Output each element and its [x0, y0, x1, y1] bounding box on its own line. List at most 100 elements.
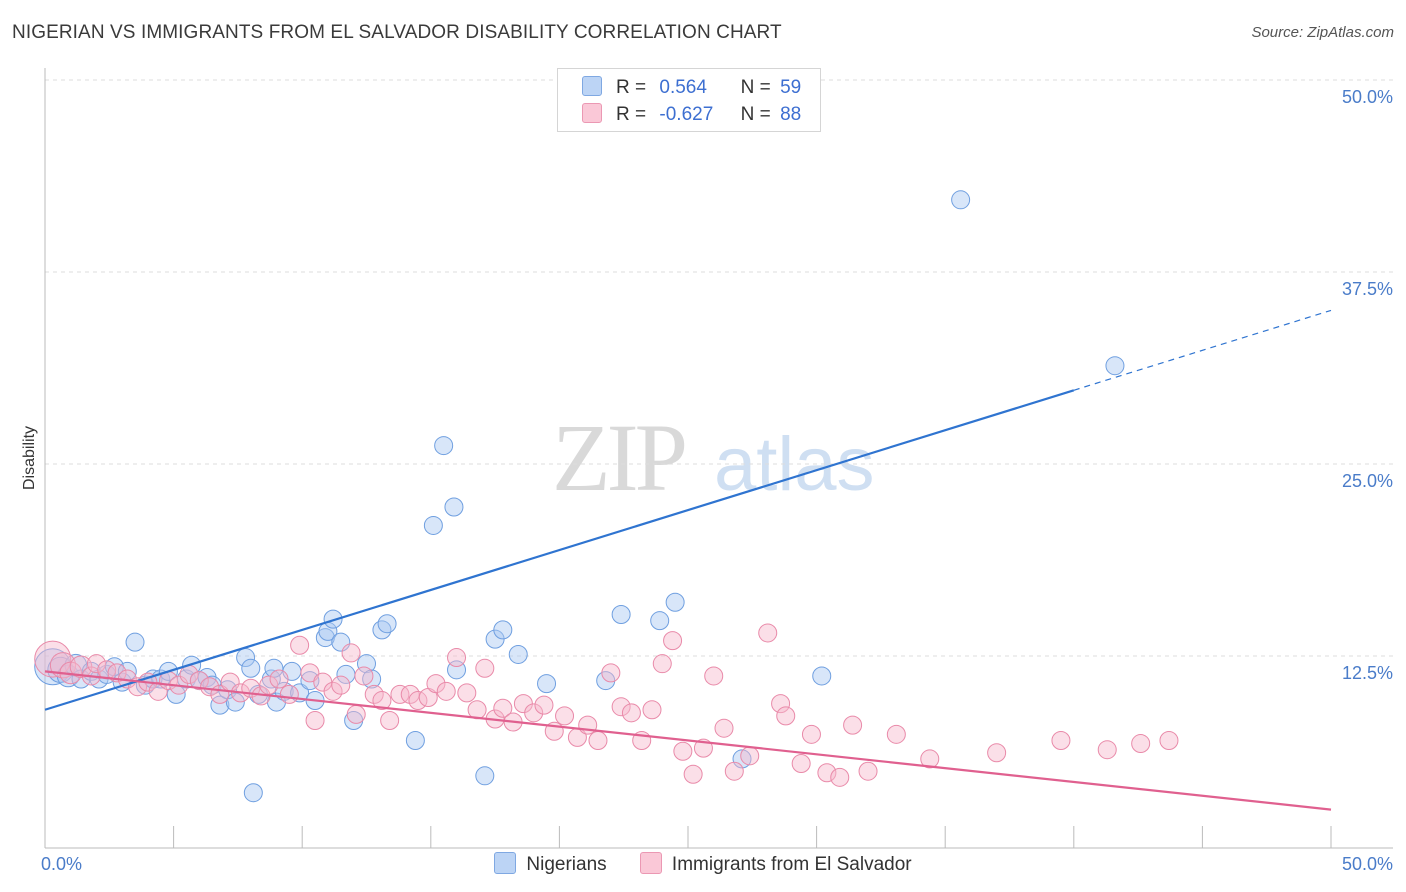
series-salvador-points [34, 623, 1179, 787]
data-point-nigerians [493, 620, 513, 640]
data-point-salvador [740, 746, 760, 766]
legend-item-nigerians[interactable]: Nigerians [494, 852, 607, 876]
data-point-nigerians [241, 658, 261, 678]
data-point-salvador [346, 704, 366, 724]
data-point-salvador [801, 724, 821, 744]
trend-line-salvador [44, 670, 1332, 811]
legend-swatch-nigerians [494, 852, 517, 874]
data-point-nigerians [812, 666, 832, 686]
data-point-salvador [683, 764, 703, 784]
data-point-salvador [390, 684, 410, 704]
data-point-nigerians [434, 436, 454, 456]
legend-row-salvador: R = -0.627 N = 88 [582, 103, 801, 127]
legend-row-nigerians: R = 0.564 N = 59 [582, 76, 801, 100]
data-point-nigerians [362, 669, 382, 689]
data-point-nigerians [611, 605, 631, 625]
trend-lines [44, 309, 1332, 811]
data-point-salvador [1051, 730, 1071, 750]
data-point-salvador [1159, 730, 1179, 750]
y-tick-label: 12.5% [1342, 663, 1393, 683]
data-point-salvador [791, 754, 811, 774]
data-point-salvador [858, 761, 878, 781]
data-point-salvador [758, 623, 778, 643]
data-point-salvador [886, 724, 906, 744]
legend-label-nigerians: Nigerians [526, 854, 607, 875]
data-point-salvador [305, 711, 325, 731]
data-point-salvador [652, 654, 672, 674]
trend-line-nigerians-extension [1073, 309, 1332, 391]
data-point-salvador [704, 666, 724, 686]
data-point-salvador [642, 700, 662, 720]
data-point-salvador [830, 767, 850, 787]
y-axis-label: Disability [21, 426, 38, 490]
watermark: ZIP atlas [552, 404, 875, 511]
y-tick-label: 37.5% [1342, 279, 1393, 299]
data-point-salvador [776, 706, 796, 726]
data-point-salvador [408, 691, 428, 711]
legend-swatch-nigerians [582, 76, 602, 96]
data-point-salvador [588, 730, 608, 750]
trend-line-nigerians [44, 389, 1075, 711]
gridlines [45, 79, 1393, 657]
legend-label-salvador: Immigrants from El Salvador [671, 854, 912, 875]
data-point-salvador [475, 658, 495, 678]
x-tick-label-max: 50.0% [1342, 854, 1393, 874]
data-point-nigerians [732, 749, 752, 769]
data-point-nigerians [665, 592, 685, 612]
data-point-salvador [843, 715, 863, 735]
data-point-salvador [290, 635, 310, 655]
data-point-salvador [341, 643, 361, 663]
data-point-nigerians [243, 783, 263, 803]
data-point-nigerians [125, 632, 145, 652]
data-point-salvador [323, 681, 343, 701]
data-point-salvador [354, 666, 374, 686]
legend-swatch-salvador [582, 103, 602, 123]
data-point-nigerians [323, 609, 343, 629]
data-point-salvador [1131, 734, 1151, 754]
data-point-nigerians [210, 695, 230, 715]
data-point-salvador [524, 703, 544, 723]
data-point-nigerians [650, 611, 670, 631]
data-point-salvador [534, 695, 554, 715]
data-point-salvador [436, 681, 456, 701]
data-point-salvador [426, 674, 446, 694]
data-point-nigerians [423, 515, 443, 535]
legend-n-value-salvador: 88 [780, 104, 802, 125]
y-tick-label: 25.0% [1342, 471, 1393, 491]
data-point-salvador [259, 675, 279, 695]
data-point-salvador [1097, 740, 1117, 760]
data-point-salvador [611, 697, 631, 717]
legend-n-label: N = [740, 104, 771, 125]
axes [44, 68, 1393, 849]
data-point-salvador [771, 694, 791, 714]
data-point-nigerians [508, 644, 528, 664]
data-point-salvador [331, 675, 351, 695]
data-point-salvador [621, 703, 641, 723]
data-point-nigerians [357, 654, 376, 674]
data-point-salvador [300, 663, 320, 683]
legend-n-label: N = [740, 77, 771, 98]
data-point-salvador [714, 718, 734, 738]
data-point-salvador [107, 663, 127, 683]
source-credit: Source: ZipAtlas.com [1251, 24, 1394, 41]
data-point-salvador [663, 631, 683, 651]
chart-title: NIGERIAN VS IMMIGRANTS FROM EL SALVADOR … [12, 22, 782, 43]
data-point-salvador [372, 691, 392, 711]
watermark-zip: ZIP [552, 404, 685, 511]
data-point-salvador [457, 683, 477, 703]
data-point-nigerians [405, 730, 425, 750]
series-legend: Nigerians Immigrants from El Salvador [0, 852, 1406, 876]
legend-item-salvador[interactable]: Immigrants from El Salvador [639, 852, 912, 876]
data-point-salvador [817, 763, 837, 783]
data-point-salvador [279, 684, 299, 704]
data-point-nigerians [951, 190, 971, 210]
data-point-salvador [380, 711, 400, 731]
data-point-nigerians [444, 497, 464, 517]
legend-n-value-nigerians: 59 [780, 77, 802, 98]
data-point-salvador [34, 640, 72, 678]
data-point-salvador [86, 654, 106, 674]
data-point-salvador [364, 684, 384, 704]
correlation-legend: R = 0.564 N = 59 R = -0.627 N = 88 [557, 68, 821, 132]
data-point-nigerians [475, 766, 495, 786]
